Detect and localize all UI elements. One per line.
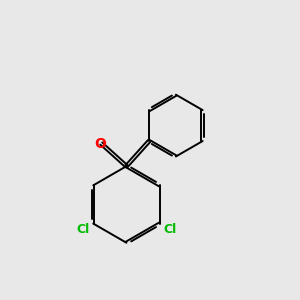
Text: Cl: Cl: [164, 223, 177, 236]
Text: O: O: [94, 136, 106, 151]
Text: Cl: Cl: [76, 223, 89, 236]
